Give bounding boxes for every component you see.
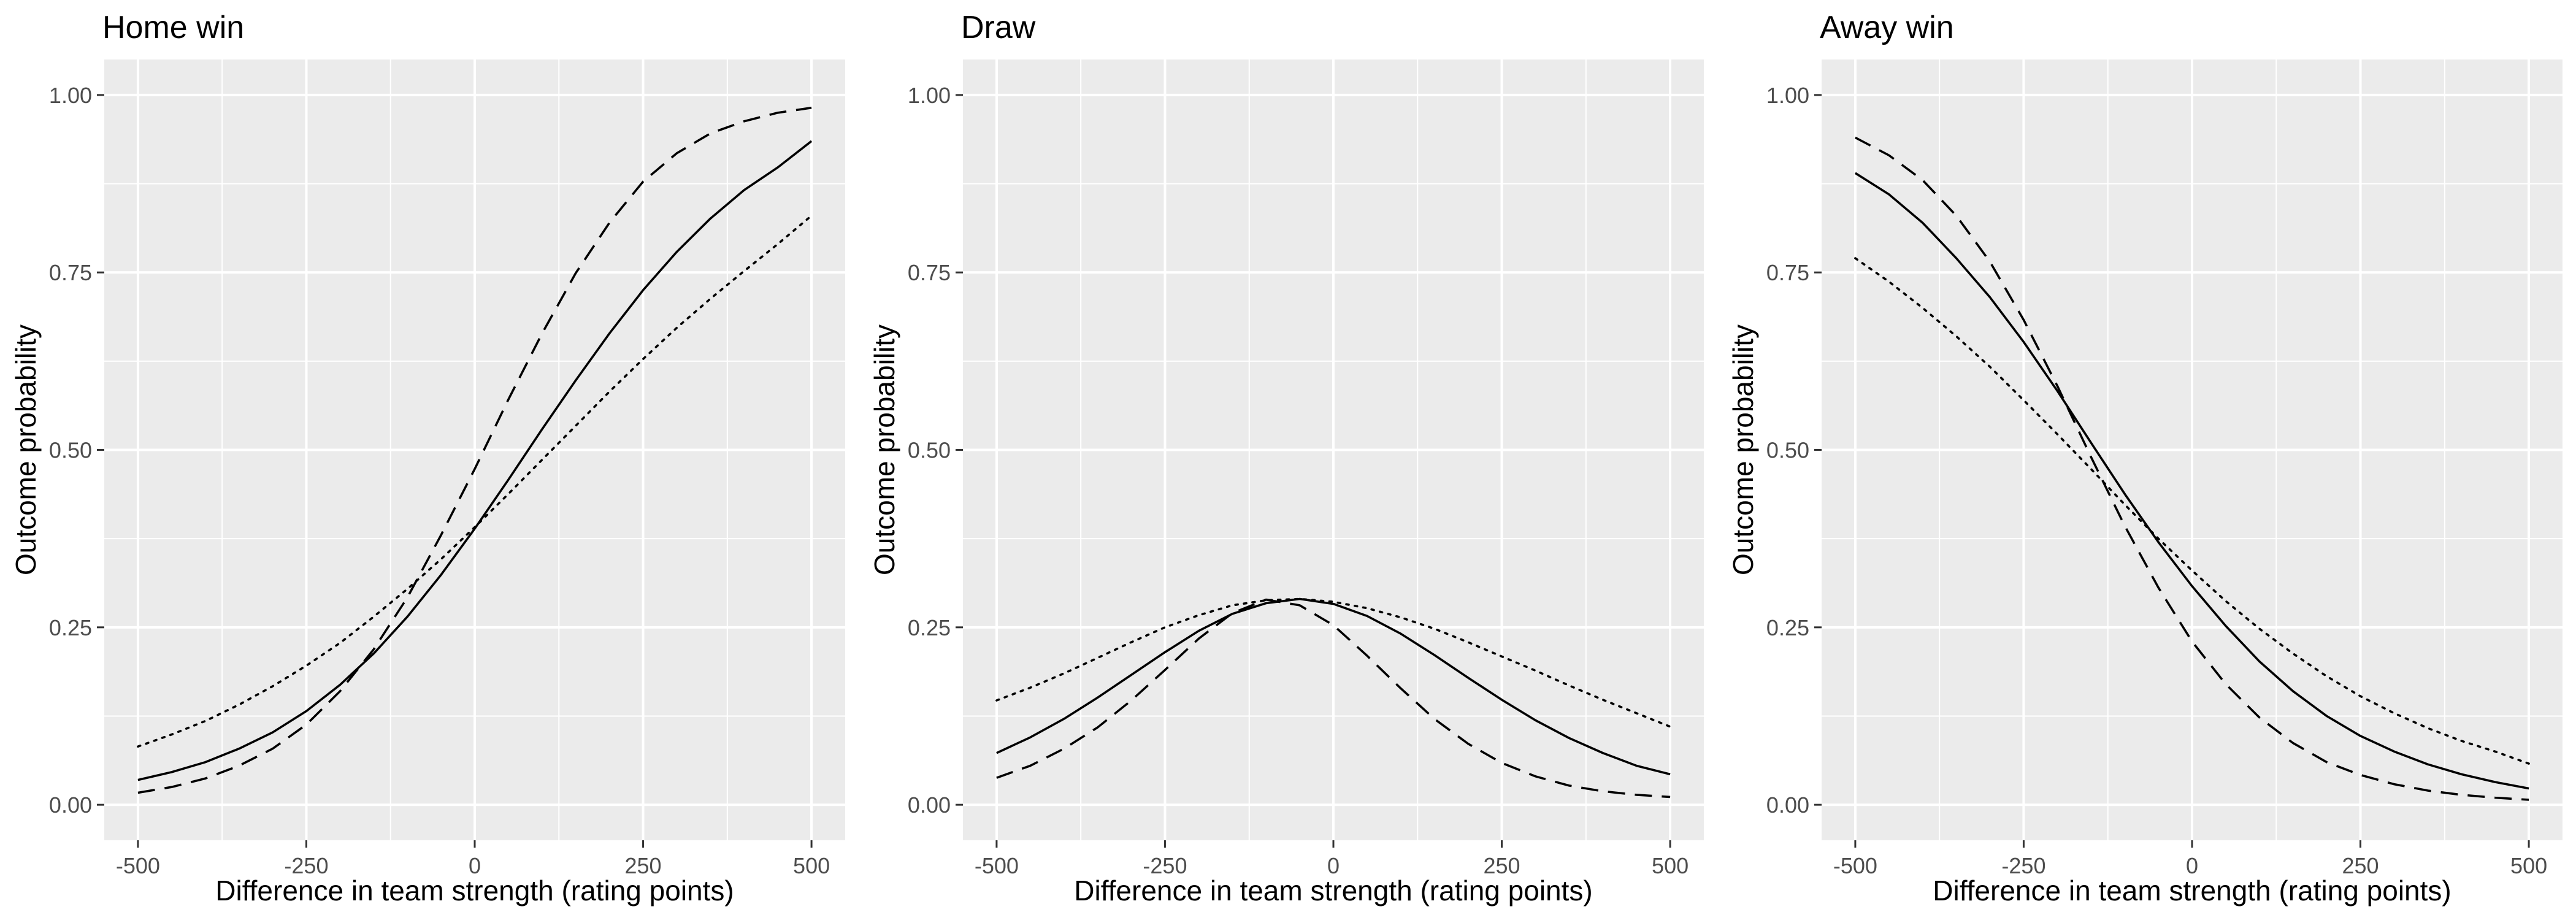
x-tick-label: 0 [469,853,481,878]
x-axis-title: Difference in team strength (rating poin… [1074,875,1592,907]
panel-3: -500 -250 0 250 500 0.00 0.25 0.50 0.75 1.00 Away … [1727,10,2563,907]
y-tick-label: 1.00 [908,83,951,108]
series-line-dashed [1855,136,2529,801]
panel-title: Away win [1820,10,1954,45]
y-axis-title: Outcome probability [10,324,42,575]
y-tick-label: 0.00 [908,792,951,818]
x-tick-label: 0 [2186,853,2198,878]
series-line-solid [996,597,1671,776]
x-tick-label: -250 [284,853,328,878]
x-axis-title: Difference in team strength (rating poin… [1933,875,2451,907]
panel-title: Draw [961,10,1036,45]
x-tick-label: 500 [2510,853,2547,878]
y-tick-label: 1.00 [1766,83,1809,108]
series-line-dotted [137,214,813,748]
y-tick-label: 1.00 [49,83,92,108]
y-tick-label: 0.50 [908,438,951,463]
y-tick-label: 0.25 [49,615,92,640]
panel-2: -500 -250 0 250 500 0.00 0.25 0.50 0.75 1.00 Draw D… [868,10,1704,907]
x-tick-label: 500 [1652,853,1689,878]
x-tick-label: 500 [793,853,830,878]
y-tick-label: 0.75 [49,260,92,285]
x-tick-label: 250 [625,853,662,878]
x-tick-label: 250 [1484,853,1520,878]
series-line-solid [1854,172,2529,790]
x-tick-label: 0 [1327,853,1340,878]
series-line-dotted [995,597,1671,728]
y-tick-label: 0.00 [1766,792,1809,818]
y-tick-label: 0.75 [908,260,951,285]
x-tick-label: -500 [975,853,1019,878]
y-tick-label: 0.50 [49,438,92,463]
y-tick-label: 0.25 [908,615,951,640]
x-tick-label: -250 [2001,853,2045,878]
y-axis-title: Outcome probability [868,324,900,575]
series-line-dashed [137,106,812,794]
y-tick-label: 0.50 [1766,438,1809,463]
series-line-dotted [1854,257,2530,765]
x-tick-label: -250 [1143,853,1187,878]
x-axis-title: Difference in team strength (rating poin… [215,875,734,907]
y-tick-label: 0.25 [1766,615,1809,640]
panel-1: -500 -250 0 250 500 0.00 0.25 0.50 0.75 1.00 Home … [10,10,845,907]
x-tick-label: -500 [1833,853,1877,878]
y-tick-label: 0.75 [1766,260,1809,285]
x-tick-label: 250 [2342,853,2379,878]
series-line-dashed [996,598,1671,799]
y-tick-label: 0.00 [49,792,92,818]
x-tick-label: -500 [116,853,160,878]
panel-title: Home win [102,10,244,45]
y-axis-title: Outcome probability [1727,324,1759,575]
